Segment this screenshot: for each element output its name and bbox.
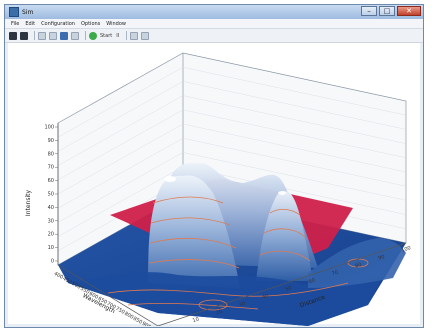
y-tick-label: 70 [331, 270, 339, 278]
toolbar: Start II [5, 29, 423, 43]
z-tick-label: 0 [51, 259, 54, 265]
grid-line [182, 138, 407, 187]
contour-lines [107, 196, 369, 311]
toolbar-separator [34, 31, 35, 40]
grid-line [57, 81, 184, 152]
z-tick-label: 60 [48, 178, 54, 184]
x-tick-label: 550 [79, 286, 90, 296]
grid-line [182, 109, 407, 158]
x-tick-label: 500 [70, 281, 81, 291]
app-icon [9, 7, 19, 17]
peak-highlight [278, 191, 286, 195]
menu-window[interactable]: Window [106, 20, 126, 27]
plot-area[interactable]: 100 90 80 70 60 50 40 30 20 10 0 400 450 500 550 600 65… [8, 43, 422, 326]
y-axis-line [157, 242, 407, 326]
run-label[interactable]: Start [100, 32, 113, 39]
toolbar-separator [126, 31, 128, 40]
peak-highlight [164, 176, 176, 182]
x-tick-label: 900 [141, 321, 152, 326]
grid-line [182, 81, 407, 130]
rotate-icon[interactable] [49, 31, 57, 40]
grid-line [182, 152, 407, 201]
menu-file[interactable]: File [11, 20, 20, 27]
grid-line [182, 95, 407, 144]
y-tick-label: 100 [401, 245, 412, 254]
help-icon[interactable] [141, 31, 150, 40]
grid-line [57, 166, 184, 237]
close-button[interactable]: ✕ [397, 6, 421, 16]
z-tick-label: 10 [48, 245, 54, 251]
surface-shoulder [68, 258, 393, 326]
cursor-icon[interactable] [130, 31, 139, 40]
grid-line [57, 109, 184, 180]
grid-line [57, 152, 184, 223]
z-tick-label: 80 [48, 151, 54, 157]
run-icon[interactable] [89, 31, 97, 40]
zoom-icon[interactable] [38, 31, 46, 40]
y-axis-ticks: 0 10 20 30 40 50 60 70 80 90 100 [169, 245, 412, 326]
y-tick-label: 0 [169, 325, 174, 326]
menu-edit[interactable]: Edit [25, 20, 36, 27]
maximize-button[interactable]: □ [379, 6, 395, 16]
grid-line [57, 95, 184, 166]
x-tick-label: 400 [53, 271, 64, 281]
pause-button[interactable]: II [116, 32, 120, 39]
x-axis-line [57, 264, 159, 326]
y-tick-label: 40 [262, 293, 270, 301]
y-tick-label: 80 [354, 262, 362, 270]
print-icon[interactable] [20, 31, 28, 40]
z-tick-label: 90 [48, 138, 54, 144]
grid-line [57, 138, 184, 209]
reset-icon[interactable] [71, 31, 79, 40]
x-tick-label: 750 [114, 306, 125, 316]
x-tick-label: 450 [62, 276, 73, 286]
x-tick-label: 650 [97, 296, 108, 306]
z-tick-label: 30 [48, 218, 54, 224]
z-tick-label: 70 [48, 165, 54, 171]
menu-bar: File Edit Configuration Options Window [5, 19, 423, 29]
y-tick-label: 10 [192, 316, 200, 324]
y-tick-label: 30 [238, 301, 246, 309]
window-title: Sim [22, 8, 34, 16]
z-tick-label: 40 [48, 205, 54, 211]
z-tick-label: 20 [48, 232, 54, 238]
surface-shoulder [308, 238, 406, 288]
y-tick-label: 50 [285, 285, 293, 293]
y-tick-label: 90 [378, 254, 386, 262]
z-tick-label: 50 [48, 192, 54, 198]
pan-icon[interactable] [60, 31, 68, 40]
grid-line [57, 67, 184, 138]
grid-line [182, 123, 407, 173]
z-axis-label: Intensity [25, 189, 32, 216]
y-tick-label: 60 [308, 277, 316, 285]
grid-line [182, 67, 407, 116]
title-bar[interactable]: Sim – □ ✕ [5, 5, 423, 19]
window-controls: – □ ✕ [361, 6, 421, 16]
application-window: Sim – □ ✕ File Edit Configuration Option… [4, 4, 424, 328]
x-tick-label: 800 [123, 311, 134, 321]
surface-peak-secondary [256, 191, 313, 281]
menu-options[interactable]: Options [80, 20, 101, 27]
x-tick-label: 600 [88, 291, 99, 301]
grid-line [57, 123, 184, 195]
x-tick-label: 700 [106, 301, 117, 311]
menu-configuration[interactable]: Configuration [41, 20, 75, 27]
minimize-button[interactable]: – [361, 6, 377, 16]
toolbar-separator [85, 31, 86, 40]
y-tick-label: 20 [215, 309, 223, 317]
z-tick-label: 100 [44, 125, 54, 131]
x-tick-label: 850 [132, 316, 143, 326]
save-icon[interactable] [9, 31, 17, 40]
